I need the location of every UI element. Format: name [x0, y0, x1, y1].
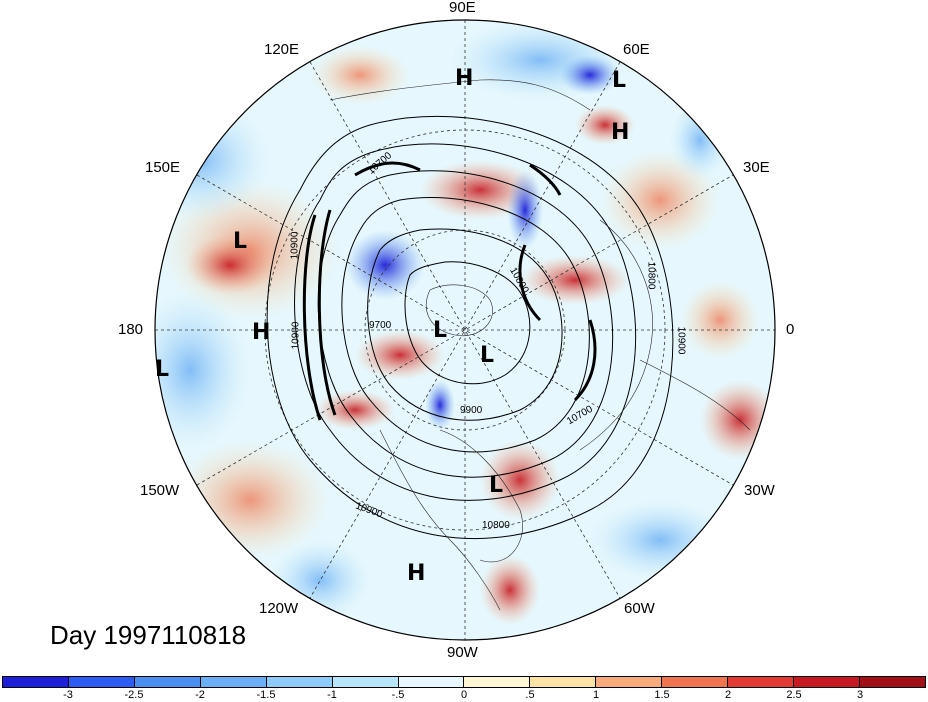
- colorbar-tick-label: .5: [525, 689, 535, 701]
- colorbar-tick-label: -2: [195, 689, 205, 701]
- longitude-label: 30W: [744, 482, 775, 499]
- longitude-label: 120E: [264, 41, 300, 58]
- map-boundary: [154, 19, 776, 641]
- colorbar-swatch: [859, 677, 925, 687]
- longitude-label: 60E: [623, 41, 650, 58]
- colorbar-tick-label: 2: [724, 689, 732, 701]
- colorbar-tick-label: -1: [327, 689, 337, 701]
- longitude-label: 120W: [259, 600, 299, 617]
- longitude-label: 150W: [140, 482, 180, 499]
- colorbar-tick-label: 1.5: [654, 689, 670, 701]
- longitude-label: 90W: [447, 644, 478, 661]
- colorbar-swatch: [398, 677, 465, 687]
- colorbar-swatch: [332, 677, 399, 687]
- graticule: [155, 20, 775, 640]
- pressure-center-label: L: [480, 343, 495, 368]
- contour-value-label: 10900: [289, 231, 301, 260]
- pressure-center-label: L: [612, 68, 627, 93]
- colorbar-tick-label: 1: [592, 689, 600, 701]
- colorbar: [2, 676, 926, 688]
- colorbar-tick-label: -3: [63, 689, 73, 701]
- colorbar-swatch: [266, 677, 333, 687]
- longitude-label: 0: [786, 321, 795, 338]
- pressure-center-label: H: [407, 561, 426, 586]
- colorbar-swatch: [134, 677, 201, 687]
- colorbar-tick-label: -.5: [391, 689, 405, 701]
- longitude-label: 60W: [624, 600, 655, 617]
- colorbar-swatch: [530, 677, 597, 687]
- contour-value-label: 9700: [369, 320, 392, 331]
- contour-value-label: 9900: [460, 405, 483, 416]
- pressure-center-label: L: [233, 229, 248, 254]
- pressure-center-label: H: [252, 320, 271, 345]
- pressure-center-label: L: [489, 473, 504, 498]
- map-title: Day 1997110818: [50, 620, 247, 650]
- jet-contours: [302, 161, 597, 421]
- colorbar-swatch: [3, 677, 69, 687]
- coastlines: [329, 79, 751, 611]
- contour-value-label: 10800: [482, 520, 510, 531]
- contour-value-label: 10900: [290, 321, 302, 350]
- pressure-center-label: L: [433, 318, 448, 343]
- colorbar-swatch: [464, 677, 531, 687]
- colorbar-swatch: [728, 677, 795, 687]
- colorbar-swatch: [68, 677, 135, 687]
- colorbar-swatch: [200, 677, 267, 687]
- contour-value-label: 10900: [675, 326, 687, 355]
- height-contours: [266, 115, 674, 540]
- colorbar-tick-label: -2.5: [124, 689, 144, 701]
- colorbar-tick-label: 0: [460, 689, 468, 701]
- colorbar-tick-label: -1.5: [256, 689, 276, 701]
- colorbar-tick-label: 2.5: [786, 689, 802, 701]
- pressure-center-label: H: [611, 120, 630, 145]
- colorbar-swatch: [662, 677, 729, 687]
- pressure-center-label: H: [455, 66, 474, 91]
- colorbar-swatch: [596, 677, 663, 687]
- colorbar-tick-label: 3: [856, 689, 864, 701]
- colorbar-swatch: [794, 677, 860, 687]
- longitude-label: 150E: [145, 159, 181, 176]
- contour-value-label: 10800: [645, 261, 657, 290]
- pressure-center-label: L: [155, 357, 170, 382]
- longitude-label: 180: [118, 321, 144, 338]
- longitude-label: 30E: [743, 159, 770, 176]
- longitude-label: 90E: [449, 0, 476, 16]
